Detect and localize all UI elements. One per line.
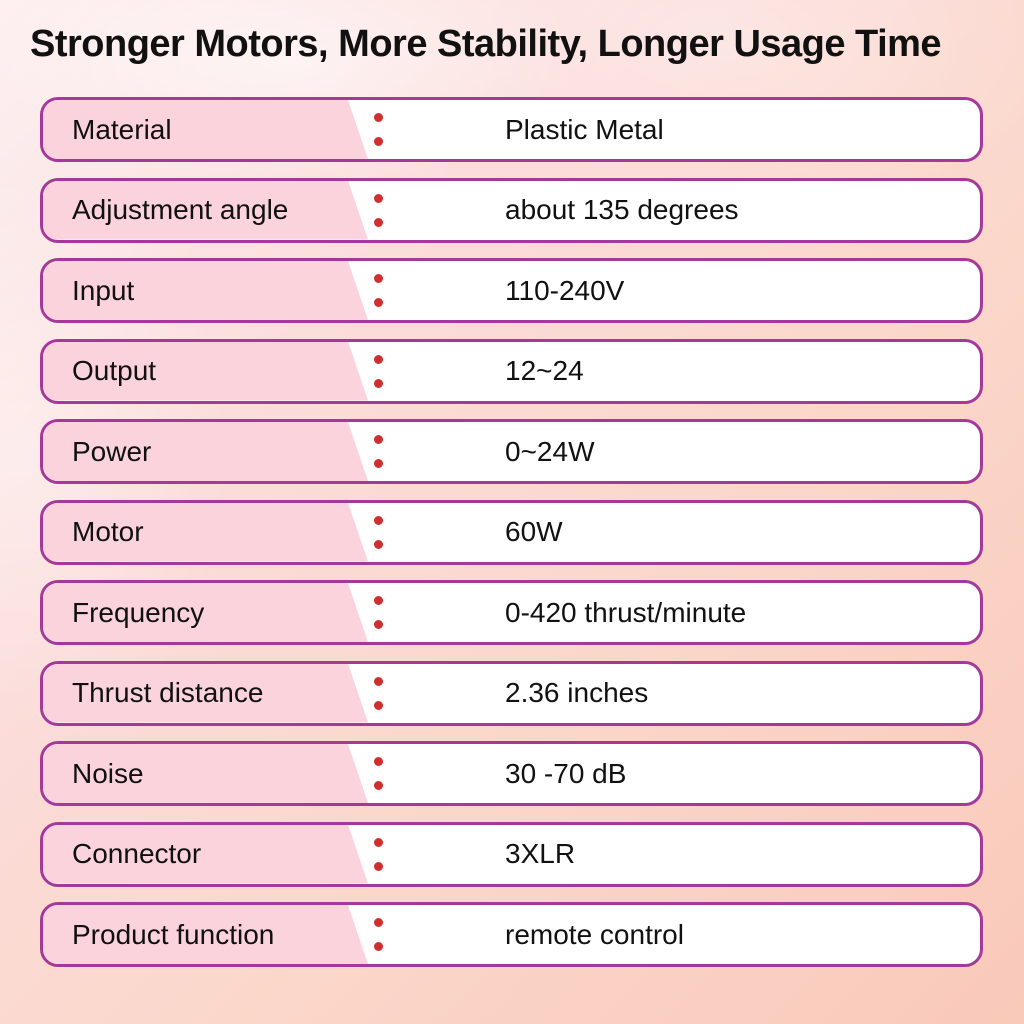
spec-row: Product function remote control [40, 902, 983, 967]
spec-value: 12~24 [505, 355, 584, 386]
spec-list: Material Plastic Metal Adjustment angle … [40, 97, 983, 967]
spec-value: 60W [505, 516, 563, 547]
colon-dot-top [373, 113, 383, 122]
spec-row: Motor 60W [40, 499, 983, 565]
spec-label: Input [72, 274, 135, 306]
spec-row: Power 0~24W [40, 419, 983, 484]
colon-separator-icon [373, 422, 383, 481]
spec-label-area [43, 744, 368, 803]
colon-dot-bottom [373, 137, 383, 146]
colon-dot-top [373, 757, 383, 766]
colon-dot-top [373, 274, 383, 283]
spec-row: Adjustment angle about 135 degrees [40, 177, 983, 243]
colon-separator-icon [373, 905, 383, 964]
spec-label-area [43, 100, 368, 159]
colon-separator-icon [373, 261, 383, 320]
colon-dot-bottom [373, 378, 383, 388]
colon-separator-icon [373, 181, 383, 240]
colon-dot-bottom [373, 620, 383, 629]
colon-separator-icon [373, 583, 383, 642]
spec-label: Product function [72, 918, 275, 950]
spec-label-area [43, 905, 368, 964]
spec-label-area [43, 422, 368, 481]
spec-label-area [43, 180, 368, 240]
spec-label: Connector [72, 838, 202, 869]
colon-dot-bottom [373, 781, 383, 790]
spec-label-area [43, 583, 368, 642]
spec-value: 3XLR [505, 838, 576, 869]
colon-dot-bottom [373, 298, 383, 307]
spec-row: Output 12~24 [40, 338, 983, 404]
colon-separator-icon [373, 100, 383, 159]
page-title: Stronger Motors, More Stability, Longer … [30, 23, 942, 65]
spec-row: Noise 30 -70 dB [40, 741, 983, 806]
colon-dot-bottom [373, 459, 383, 468]
colon-separator-icon [373, 342, 383, 401]
colon-dot-bottom [373, 217, 383, 227]
spec-value: 0~24W [505, 435, 595, 467]
colon-dot-top [373, 435, 383, 444]
colon-dot-bottom [373, 942, 383, 951]
spec-row: Input 110-240V [40, 258, 983, 323]
spec-row: Frequency 0-420 thrust/minute [40, 580, 983, 645]
spec-label: Thrust distance [72, 677, 264, 708]
spec-row: Thrust distance 2.36 inches [40, 660, 983, 726]
colon-separator-icon [373, 825, 383, 884]
spec-value: 2.36 inches [505, 677, 649, 708]
colon-dot-bottom [373, 539, 383, 549]
spec-label: Output [72, 355, 157, 386]
spec-label: Material [72, 113, 172, 145]
colon-dot-top [373, 193, 383, 203]
spec-row: Connector 3XLR [40, 821, 983, 887]
colon-dot-top [373, 515, 383, 525]
spec-label: Frequency [72, 596, 205, 628]
colon-separator-icon [373, 503, 383, 562]
spec-label-area [43, 663, 368, 723]
spec-label: Adjustment angle [72, 194, 289, 225]
spec-label-area [43, 261, 368, 320]
spec-value: 30 -70 dB [505, 757, 627, 789]
colon-dot-top [373, 918, 383, 927]
colon-dot-top [373, 354, 383, 364]
spec-label: Noise [72, 757, 144, 789]
spec-label: Power [72, 435, 152, 467]
spec-label: Motor [72, 516, 144, 547]
spec-value: remote control [505, 918, 684, 950]
spec-label-area [43, 824, 368, 884]
colon-separator-icon [373, 664, 383, 723]
colon-dot-bottom [373, 861, 383, 871]
colon-separator-icon [373, 744, 383, 803]
spec-label-area [43, 502, 368, 562]
colon-dot-top [373, 837, 383, 847]
spec-value: 110-240V [505, 274, 625, 306]
spec-value: about 135 degrees [505, 194, 739, 225]
spec-value: 0-420 thrust/minute [505, 596, 747, 628]
spec-value: Plastic Metal [505, 113, 664, 145]
colon-dot-bottom [373, 700, 383, 710]
colon-dot-top [373, 596, 383, 605]
spec-label-area [43, 341, 368, 401]
spec-row: Material Plastic Metal [40, 97, 983, 162]
colon-dot-top [373, 676, 383, 686]
